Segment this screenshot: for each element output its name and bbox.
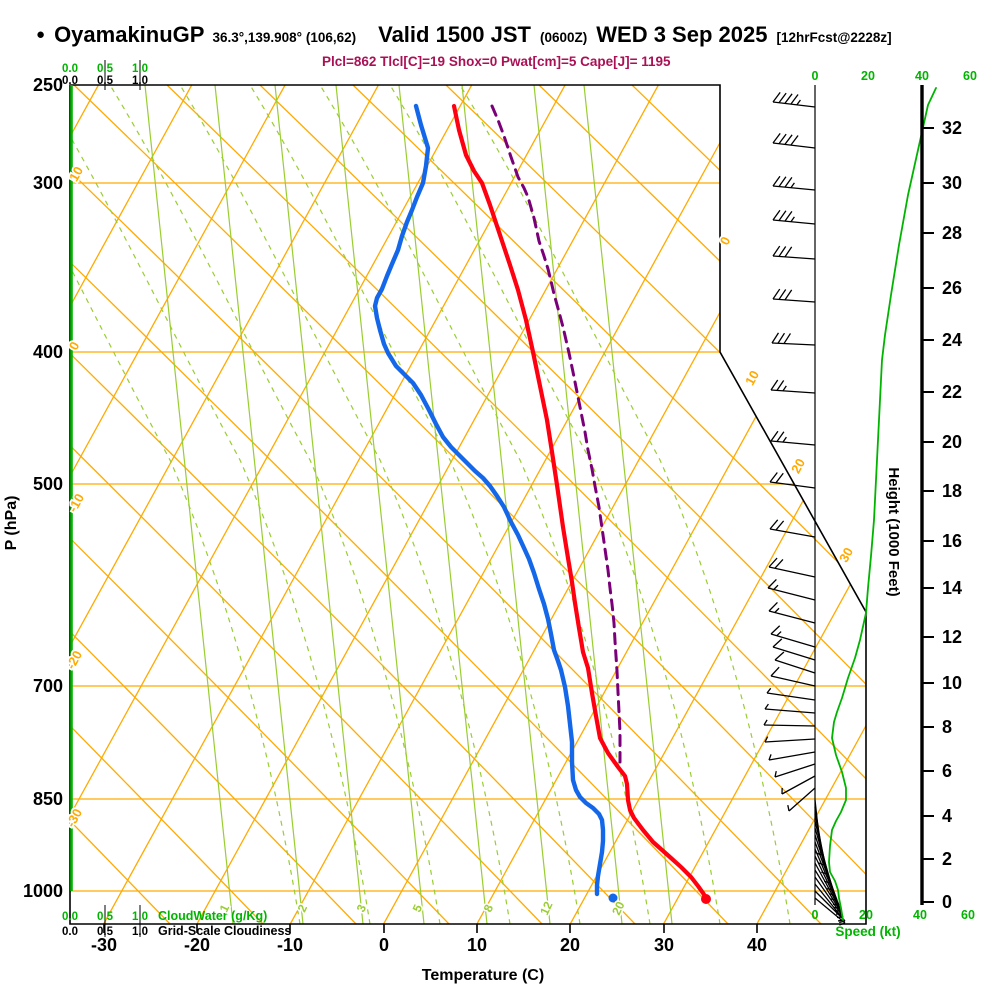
svg-text:22: 22 — [942, 382, 962, 402]
wind-barbs — [763, 85, 846, 926]
svg-text:30: 30 — [654, 935, 674, 955]
svg-text:Temperature (C): Temperature (C) — [422, 967, 544, 984]
svg-text:Speed (kt): Speed (kt) — [835, 924, 900, 939]
temperature-axis: -30 -20 -10 0 10 20 30 40 Temperature (C) — [91, 924, 767, 984]
svg-text:1.0: 1.0 — [132, 63, 148, 75]
svg-text:0.0: 0.0 — [62, 926, 78, 938]
svg-text:20: 20 — [560, 935, 580, 955]
surface-temp-dot — [701, 894, 711, 904]
svg-text:30: 30 — [942, 173, 962, 193]
sounding-curves — [372, 103, 711, 904]
svg-text:0.5: 0.5 — [97, 926, 114, 938]
svg-text:-10: -10 — [65, 491, 87, 515]
svg-text:-30: -30 — [91, 935, 117, 955]
svg-text:P (hPa): P (hPa) — [3, 496, 20, 551]
svg-text:18: 18 — [942, 481, 962, 501]
dewpoint-curve — [372, 103, 606, 897]
svg-text:20: 20 — [942, 432, 962, 452]
svg-text:10: 10 — [942, 673, 962, 693]
parcel-path-curve — [490, 104, 622, 764]
svg-text:20: 20 — [861, 69, 875, 83]
svg-text:400: 400 — [33, 342, 63, 362]
svg-text:0: 0 — [812, 69, 819, 83]
svg-text:12: 12 — [537, 899, 555, 917]
valid-utc: (0600Z) — [539, 30, 588, 45]
station-bullet-icon: ● — [36, 26, 46, 43]
svg-text:2: 2 — [942, 849, 952, 869]
svg-text:60: 60 — [961, 908, 975, 922]
svg-text:12: 12 — [942, 627, 962, 647]
svg-text:5: 5 — [410, 902, 426, 914]
svg-text:24: 24 — [942, 330, 962, 350]
svg-text:40: 40 — [747, 935, 767, 955]
svg-text:6: 6 — [942, 761, 952, 781]
svg-text:500: 500 — [33, 474, 63, 494]
svg-text:0: 0 — [379, 935, 389, 955]
svg-text:0.5: 0.5 — [97, 75, 114, 87]
svg-text:0.5: 0.5 — [97, 911, 114, 923]
svg-text:30: 30 — [836, 545, 856, 565]
pressure-axis: 250 300 400 500 700 850 1000 P (hPa) — [3, 75, 63, 901]
forecast-lead: [12hrFcst@2228z] — [776, 30, 892, 45]
cloudwater-scales: 0.00.00.00.00.50.50.50.51.01.01.01.0Clou… — [62, 60, 291, 938]
svg-text:10: 10 — [467, 935, 487, 955]
svg-text:-30: -30 — [63, 806, 85, 830]
svg-text:CloudWater (g/Kg): CloudWater (g/Kg) — [158, 909, 267, 923]
svg-text:0: 0 — [942, 892, 952, 912]
svg-text:10: 10 — [66, 164, 86, 184]
svg-text:20: 20 — [859, 908, 873, 922]
svg-text:1.0: 1.0 — [132, 75, 148, 87]
svg-text:4: 4 — [942, 806, 952, 826]
svg-text:Height (1000 Feet): Height (1000 Feet) — [885, 467, 902, 596]
svg-text:1000: 1000 — [23, 881, 63, 901]
svg-text:32: 32 — [942, 118, 962, 138]
svg-text:0.0: 0.0 — [62, 911, 78, 923]
svg-text:0.0: 0.0 — [62, 63, 78, 75]
svg-text:850: 850 — [33, 789, 63, 809]
temperature-curve — [451, 103, 709, 901]
svg-text:0.5: 0.5 — [97, 63, 114, 75]
svg-text:0: 0 — [812, 908, 819, 922]
svg-text:20: 20 — [788, 456, 808, 476]
svg-text:60: 60 — [963, 69, 977, 83]
svg-text:40: 40 — [913, 908, 927, 922]
station-coords: 36.3°,139.908° (106,62) — [212, 30, 357, 45]
svg-text:0: 0 — [66, 339, 83, 353]
svg-text:-20: -20 — [184, 935, 210, 955]
svg-text:8: 8 — [942, 717, 952, 737]
valid-date: WED 3 Sep 2025 — [596, 22, 768, 47]
svg-text:250: 250 — [33, 75, 63, 95]
svg-text:-20: -20 — [63, 648, 85, 672]
svg-text:40: 40 — [915, 69, 929, 83]
valid-time: Valid 1500 JST — [378, 22, 531, 47]
svg-text:-10: -10 — [277, 935, 303, 955]
svg-text:300: 300 — [33, 173, 63, 193]
svg-text:14: 14 — [942, 578, 962, 598]
svg-text:700: 700 — [33, 676, 63, 696]
svg-text:0.0: 0.0 — [62, 75, 78, 87]
svg-text:1.0: 1.0 — [132, 926, 148, 938]
svg-text:26: 26 — [942, 278, 962, 298]
stability-indices: Plcl=862 Tlcl[C]=19 Shox=0 Pwat[cm]=5 Ca… — [322, 54, 671, 69]
speed-profile — [828, 87, 937, 921]
surface-dewpoint-dot — [608, 893, 618, 903]
chart-header: ● OyamakinuGP 36.3°,139.908° (106,62) Va… — [36, 22, 892, 48]
svg-text:Grid-Scale Cloudiness: Grid-Scale Cloudiness — [158, 924, 291, 938]
svg-text:1.0: 1.0 — [132, 911, 148, 923]
svg-text:28: 28 — [942, 223, 962, 243]
svg-text:10: 10 — [742, 368, 762, 388]
svg-text:16: 16 — [942, 531, 962, 551]
station-name: OyamakinuGP — [54, 22, 205, 47]
